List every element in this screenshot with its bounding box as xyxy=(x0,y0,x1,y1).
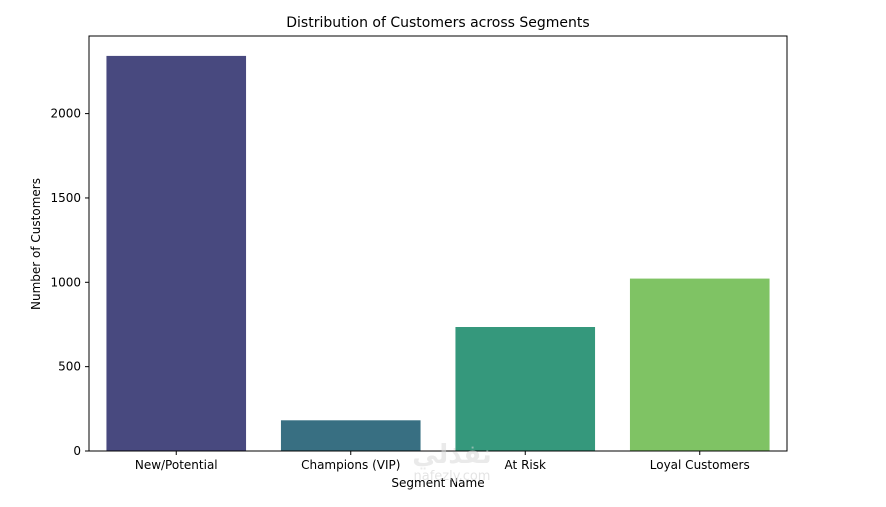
chart-title: Distribution of Customers across Segment… xyxy=(286,15,589,31)
bar-3 xyxy=(455,327,596,451)
y-tick-label: 1500 xyxy=(50,191,81,205)
plot-frame xyxy=(88,35,788,452)
x-tick-label: New/Potential xyxy=(135,458,218,472)
y-axis-label: Number of Customers xyxy=(29,178,43,310)
bar-4 xyxy=(629,278,770,451)
y-tick-label: 0 xyxy=(73,444,81,458)
y-tick-label: 1000 xyxy=(50,275,81,289)
y-tick-label: 2000 xyxy=(50,107,81,121)
x-axis-label: Segment Name xyxy=(391,476,484,490)
x-tick-label: Loyal Customers xyxy=(650,458,750,472)
bar-1 xyxy=(106,55,247,452)
y-tick-label: 500 xyxy=(58,360,81,374)
bar-2 xyxy=(280,420,421,451)
x-tick-label: Champions (VIP) xyxy=(301,458,400,472)
x-tick-label: At Risk xyxy=(505,458,546,472)
